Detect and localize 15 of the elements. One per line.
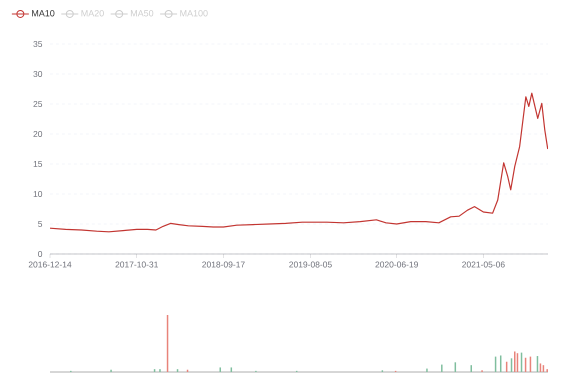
legend-label: MA10	[32, 10, 54, 16]
y-tick-label: 10	[34, 191, 42, 197]
y-tick-label: 25	[33, 101, 42, 107]
x-tick-label: 2020-06-19	[375, 262, 418, 268]
x-tick-label: 2016-12-14	[28, 262, 72, 268]
x-tick-label: 2021-05-06	[462, 262, 505, 268]
y-tick-label: 15	[34, 161, 42, 167]
y-tick-label: 35	[33, 41, 42, 47]
y-tick-label: 0	[38, 251, 42, 257]
y-tick-label: 5	[38, 221, 42, 227]
x-tick-label: 2018-09-17	[202, 262, 245, 268]
x-tick-label: 2017-10-31	[116, 262, 158, 268]
y-tick-label: 20	[33, 131, 42, 137]
y-tick-label: 30	[33, 71, 42, 77]
x-tick-label: 2019-08-05	[289, 262, 332, 268]
